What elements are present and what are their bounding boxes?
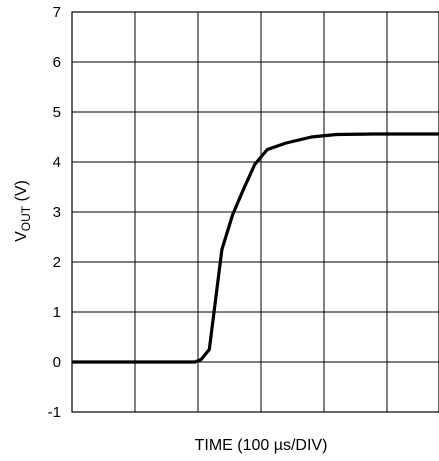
plot-frame	[71, 11, 439, 413]
grid	[71, 11, 439, 413]
y-tick-label: 7	[53, 4, 61, 21]
y-tick-label: 5	[53, 104, 61, 121]
x-axis-label: TIME (100 µs/DIV)	[195, 437, 328, 454]
y-axis-label-rest: (V)	[13, 180, 30, 206]
y-axis-ticks: -1 0 1 2 3 4 5 6 7	[48, 4, 61, 421]
y-tick-label: 3	[53, 204, 61, 221]
y-tick-label: 0	[53, 354, 61, 371]
y-axis-label: VOUT (V)	[13, 180, 33, 242]
series-layer	[72, 132, 439, 364]
y-axis-label-subscript: OUT	[19, 205, 33, 231]
series-line	[72, 132, 439, 364]
y-tick-label: 2	[53, 254, 61, 271]
y-tick-label: 4	[53, 154, 61, 171]
y-tick-label: 1	[53, 304, 61, 321]
y-tick-label: -1	[48, 404, 61, 421]
y-axis-label-main: V	[13, 231, 30, 242]
y-tick-label: 6	[53, 54, 61, 71]
